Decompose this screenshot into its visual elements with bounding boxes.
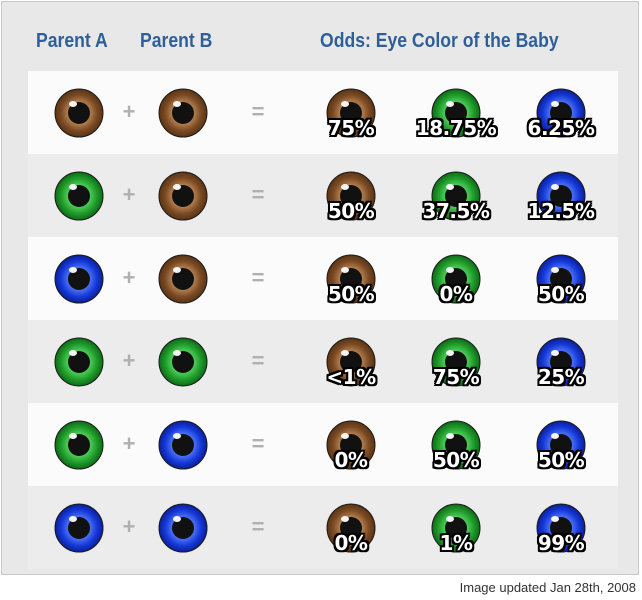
odds-row: + = 75% 18.75% 6.25% <box>28 71 618 154</box>
equals-sign: = <box>251 99 265 124</box>
parent-a-green-eye-icon <box>54 171 104 221</box>
baby-brown-eye-icon: 50% <box>326 254 376 306</box>
green-odds-label: 18.75% <box>415 116 497 140</box>
baby-brown-eye-icon: 75% <box>326 88 376 140</box>
update-note: Image updated Jan 28th, 2008 <box>459 580 636 595</box>
green-odds-label: 50% <box>432 448 480 472</box>
baby-blue-eye-icon: 25% <box>536 337 586 389</box>
equals-sign: = <box>251 514 265 539</box>
baby-blue-eye-icon: 99% <box>536 503 586 555</box>
baby-green-eye-icon: 0% <box>431 254 481 306</box>
baby-blue-eye-icon: 50% <box>536 420 586 472</box>
odds-row: + = <1% 75% 25% <box>28 320 618 403</box>
parent-b-brown-eye-icon <box>158 254 208 304</box>
parent-b-green-eye-icon <box>158 337 208 387</box>
parent-b-blue-eye-icon <box>158 420 208 470</box>
brown-odds-label: 0% <box>334 448 368 472</box>
odds-row: + = 0% 1% 99% <box>28 486 618 569</box>
baby-green-eye-icon: 75% <box>431 337 481 389</box>
baby-green-eye-icon: 1% <box>431 503 481 555</box>
baby-brown-eye-icon: 0% <box>326 420 376 472</box>
odds-row: + = 0% 50% 50% <box>28 403 618 486</box>
equals-sign: = <box>251 431 265 456</box>
baby-blue-eye-icon: 6.25% <box>528 88 595 140</box>
odds-row: + = 50% 0% 50% <box>28 237 618 320</box>
equals-sign: = <box>251 182 265 207</box>
blue-odds-label: 25% <box>537 365 585 389</box>
parent-b-brown-eye-icon <box>158 88 208 138</box>
baby-brown-eye-icon: <1% <box>326 337 376 389</box>
baby-green-eye-icon: 18.75% <box>416 88 497 140</box>
plus-sign: + <box>122 514 136 539</box>
parent-b-header: Parent B <box>140 30 213 52</box>
brown-odds-label: <1% <box>326 365 376 389</box>
parent-a-header: Parent A <box>36 30 108 52</box>
plus-sign: + <box>122 182 136 207</box>
eye-color-chart-panel: Parent A Parent B Odds: Eye Color of the… <box>1 1 639 575</box>
parent-a-green-eye-icon <box>54 337 104 387</box>
equals-sign: = <box>251 348 265 373</box>
baby-brown-eye-icon: 0% <box>326 503 376 555</box>
brown-odds-label: 0% <box>334 531 368 555</box>
blue-odds-label: 50% <box>537 282 585 306</box>
baby-green-eye-icon: 50% <box>431 420 481 472</box>
parent-a-blue-eye-icon <box>54 254 104 304</box>
parent-a-blue-eye-icon <box>54 503 104 553</box>
brown-odds-label: 50% <box>327 282 375 306</box>
baby-green-eye-icon: 37.5% <box>423 171 490 223</box>
plus-sign: + <box>122 431 136 456</box>
blue-odds-label: 12.5% <box>527 199 595 223</box>
baby-blue-eye-icon: 50% <box>536 254 586 306</box>
blue-odds-label: 99% <box>537 531 585 555</box>
parent-a-green-eye-icon <box>54 420 104 470</box>
parent-b-blue-eye-icon <box>158 503 208 553</box>
baby-brown-eye-icon: 50% <box>326 171 376 223</box>
brown-odds-label: 50% <box>327 199 375 223</box>
brown-odds-label: 75% <box>327 116 375 140</box>
odds-header: Odds: Eye Color of the Baby <box>320 30 559 52</box>
plus-sign: + <box>122 99 136 124</box>
parent-a-brown-eye-icon <box>54 88 104 138</box>
blue-odds-label: 6.25% <box>527 116 595 140</box>
plus-sign: + <box>122 265 136 290</box>
green-odds-label: 37.5% <box>422 199 490 223</box>
blue-odds-label: 50% <box>537 448 585 472</box>
baby-blue-eye-icon: 12.5% <box>528 171 595 223</box>
green-odds-label: 1% <box>439 531 473 555</box>
green-odds-label: 75% <box>432 365 480 389</box>
equals-sign: = <box>251 265 265 290</box>
green-odds-label: 0% <box>439 282 473 306</box>
plus-sign: + <box>122 348 136 373</box>
parent-b-brown-eye-icon <box>158 171 208 221</box>
odds-row: + = 50% 37.5% 12.5% <box>28 154 618 237</box>
